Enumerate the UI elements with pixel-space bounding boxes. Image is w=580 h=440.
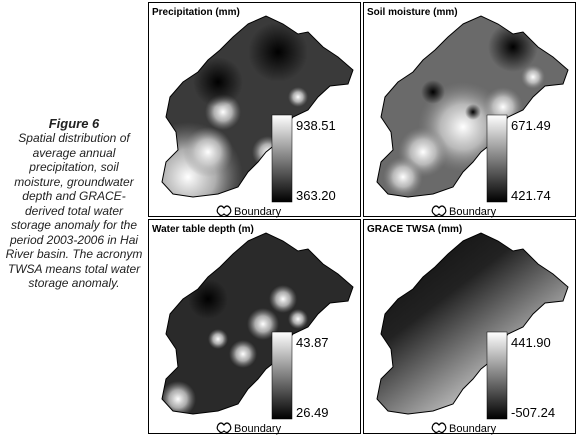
dark-area (193, 57, 243, 107)
color-bar (271, 331, 293, 420)
color-bar (486, 331, 508, 420)
light-area (288, 87, 308, 107)
caption-title: Figure 6 (48, 116, 100, 131)
color-bar (486, 114, 508, 203)
light-area (183, 127, 233, 177)
color-bar (271, 114, 293, 203)
legend-label: Boundary (449, 423, 497, 435)
max-label: 43.87 (296, 335, 329, 350)
min-label: 421.74 (511, 188, 551, 203)
light-area (288, 309, 308, 329)
legend-label: Boundary (234, 206, 282, 218)
light-area (269, 285, 297, 313)
max-label: 938.51 (296, 118, 336, 133)
max-label: 441.90 (511, 335, 551, 350)
light-area (383, 157, 423, 197)
map-panel: Precipitation (mm) 938.51 363.20 Boundary (148, 2, 361, 218)
light-area (208, 329, 228, 349)
caption-text: Spatial distribution of average annual p… (5, 131, 143, 290)
light-area (521, 65, 545, 89)
legend-label: Boundary (449, 206, 497, 218)
dark-area (465, 104, 481, 120)
min-label: 363.20 (296, 188, 336, 203)
map-panel: GRACE TWSA (mm) 441.90 -507.24 Boundary (363, 219, 576, 435)
max-label: 671.49 (511, 118, 551, 133)
panel-title: Precipitation (mm) (152, 7, 240, 18)
map-panel: Soil moisture (mm) 671.49 421.74 Boundary (363, 2, 576, 218)
boundary-icon (216, 205, 232, 217)
light-area (247, 308, 279, 340)
light-area (229, 340, 257, 368)
panel-title: Soil moisture (mm) (367, 7, 458, 18)
boundary-icon (431, 205, 447, 217)
figure: Precipitation (mm)938.51363.20BoundarySo… (148, 2, 576, 435)
boundary-icon (431, 422, 447, 434)
map-panel: Water table depth (m) 43.87 26.49 Boundary (148, 219, 361, 435)
panel-title: GRACE TWSA (mm) (367, 224, 462, 235)
boundary-icon (216, 422, 232, 434)
legend-label: Boundary (234, 423, 282, 435)
panel-title: Water table depth (m) (152, 224, 254, 235)
caption: Figure 6 Spatial distribution of average… (4, 116, 144, 291)
dark-area (248, 22, 308, 82)
min-label: 26.49 (296, 405, 329, 420)
dark-area (421, 80, 445, 104)
min-label: -507.24 (511, 405, 555, 420)
